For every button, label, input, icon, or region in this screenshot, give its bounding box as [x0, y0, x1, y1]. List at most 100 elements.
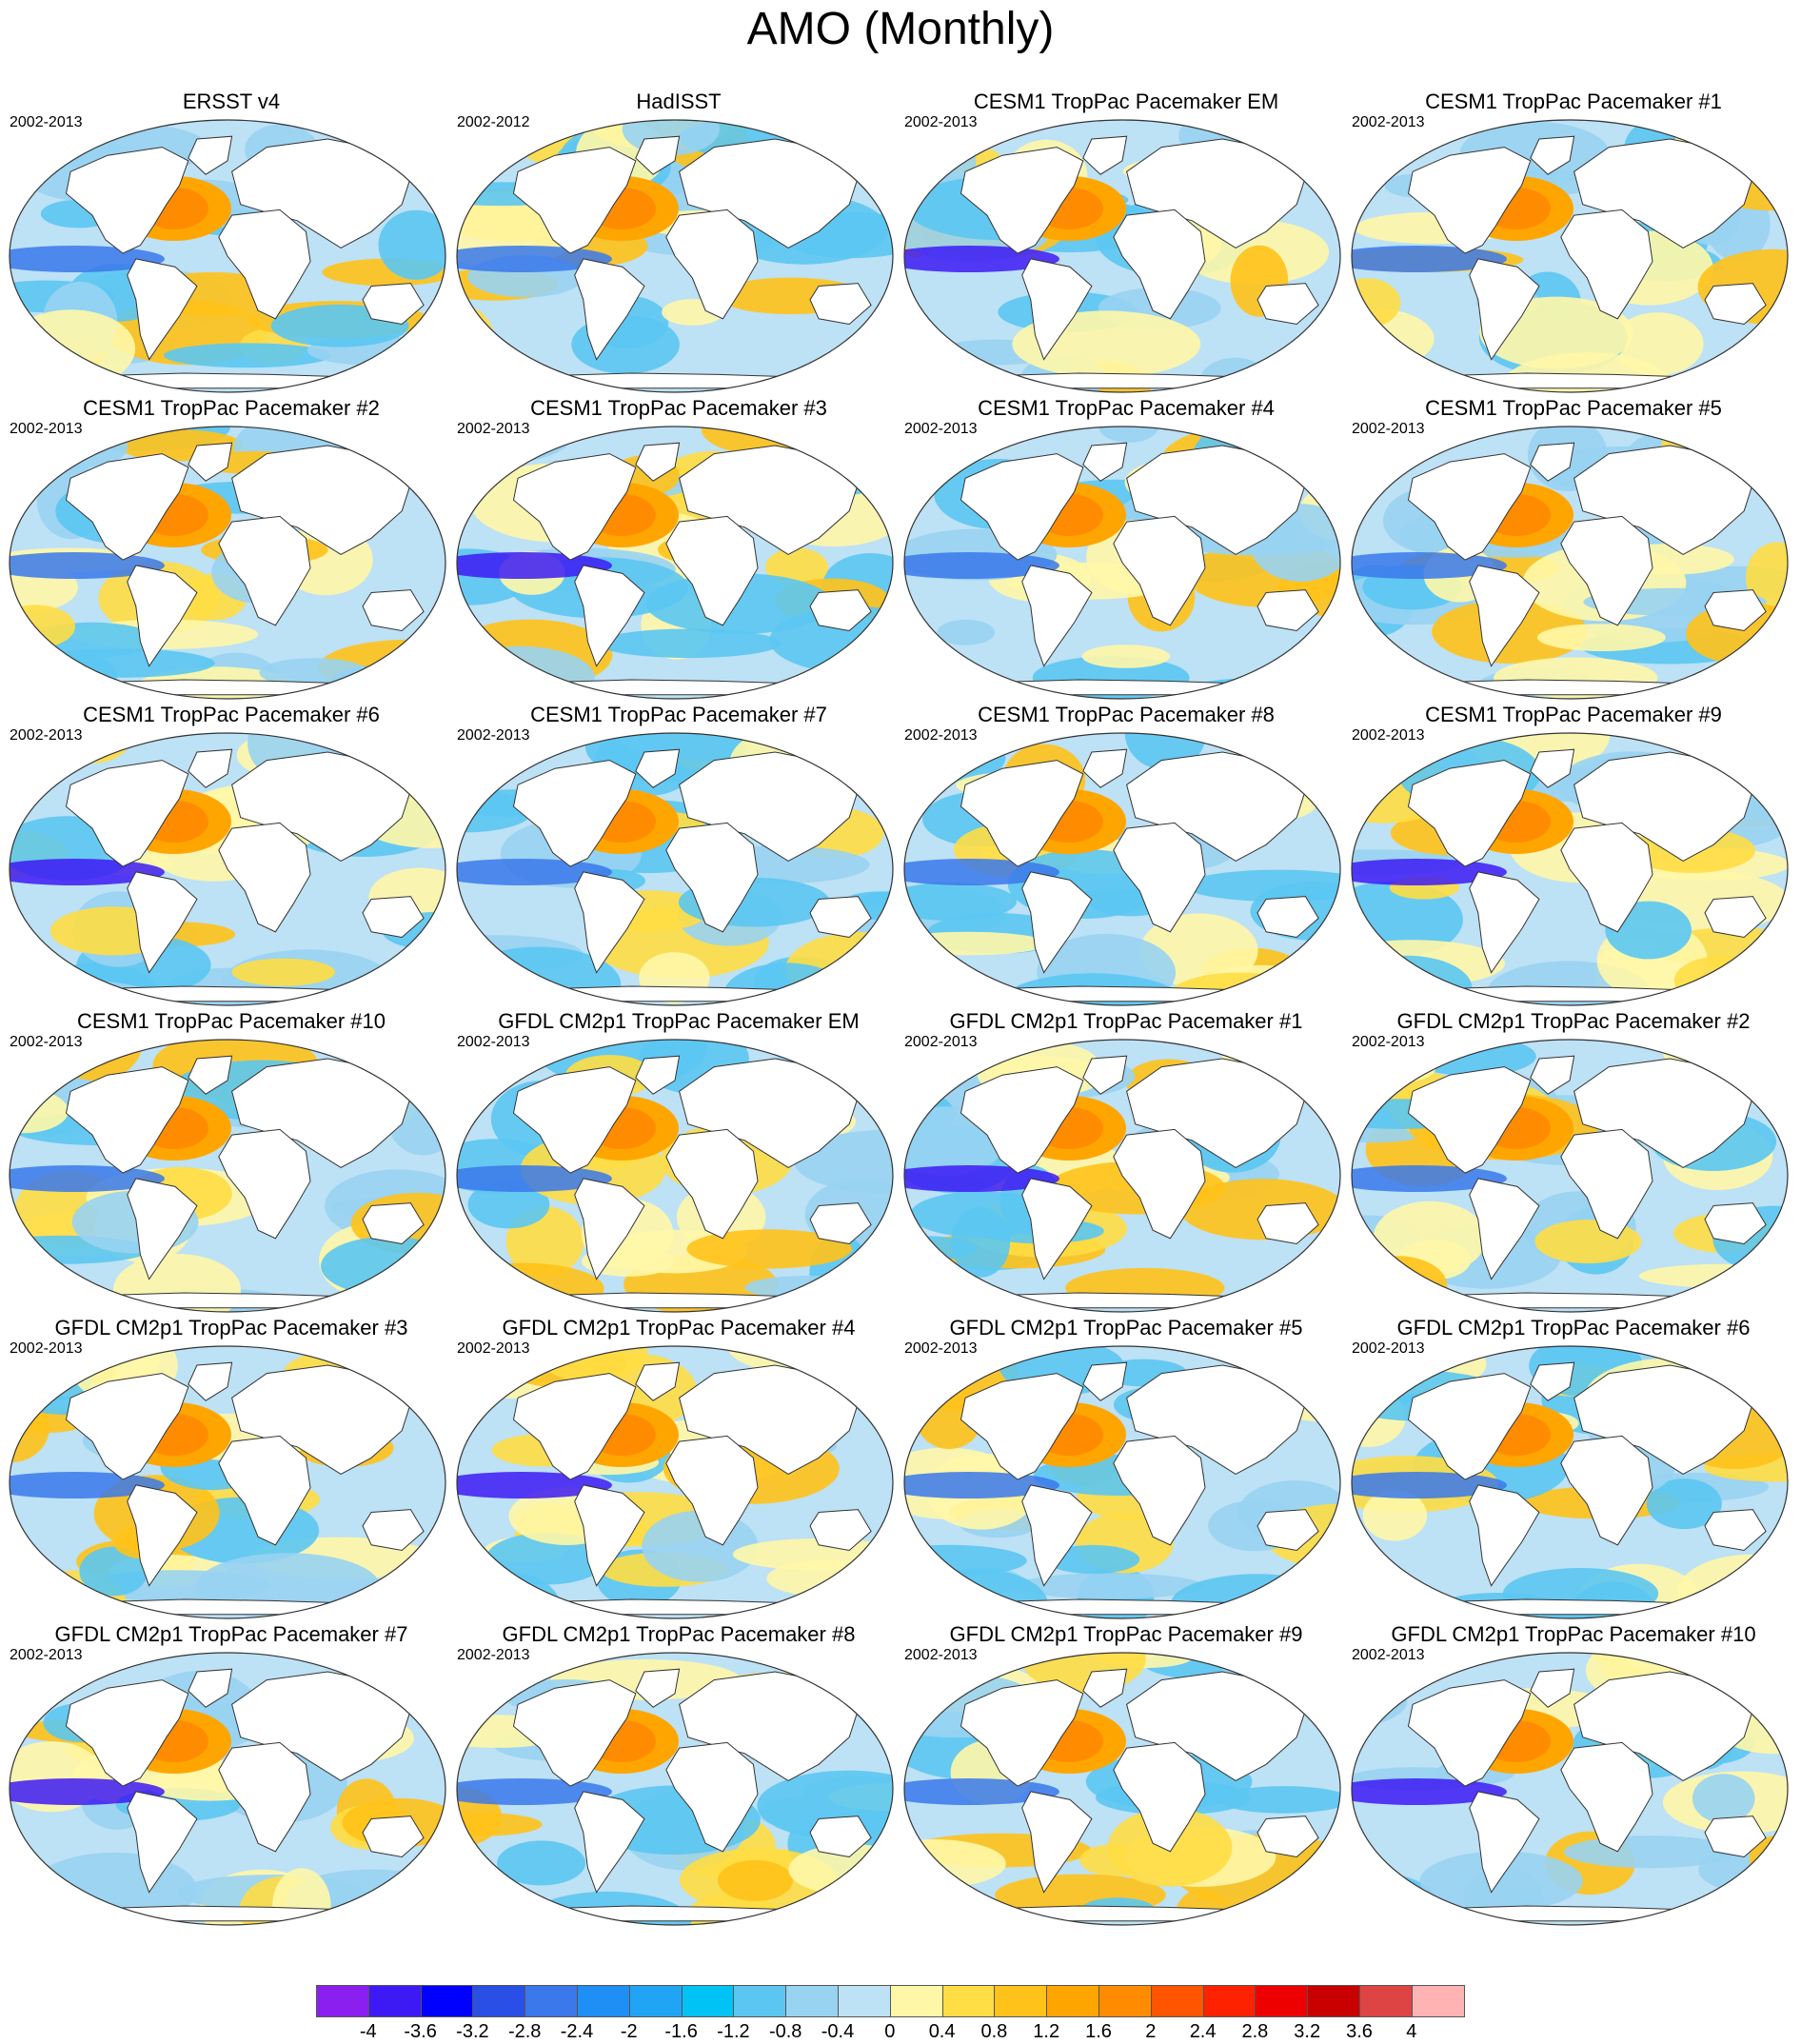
- continent-landmass: [218, 1741, 311, 1853]
- colorbar-box: [1046, 1985, 1099, 2017]
- pacific-anomaly: [10, 1165, 165, 1192]
- continent-landmass: [1407, 453, 1532, 561]
- continent-landmass: [1530, 1668, 1575, 1708]
- anomaly-patch: [1016, 1573, 1204, 1599]
- colorbar-box: [1150, 1985, 1204, 2017]
- continent-landmass: [188, 1361, 233, 1401]
- colorbar-tick-label: 2: [1145, 2021, 1157, 2042]
- colorbar-boxes: [316, 1985, 1465, 2017]
- panel-period: 2002-2013: [10, 114, 83, 130]
- continent-landmass: [127, 871, 198, 974]
- pacific-anomaly: [10, 1472, 165, 1498]
- anomaly-patch: [1045, 1544, 1140, 1575]
- map-panel: GFDL CM2p1 TropPac Pacemaker #2 2002-2013: [1350, 1009, 1797, 1321]
- continent-landmass: [1257, 1509, 1319, 1552]
- continent-landmass: [1560, 208, 1653, 320]
- anomaly-patch: [1352, 354, 1419, 392]
- continent-landmass: [127, 1484, 198, 1587]
- continent-landmass: [1021, 258, 1093, 361]
- map-panel: GFDL CM2p1 TropPac Pacemaker EM 2002-2013: [455, 1009, 902, 1321]
- continent-landmass: [960, 1679, 1084, 1787]
- map-border: [456, 1039, 894, 1313]
- continent-landmass: [65, 453, 189, 561]
- map-panel: CESM1 TropPac Pacemaker #7 2002-2013: [455, 703, 902, 1015]
- colorbar-box: [785, 1985, 839, 2017]
- continent-landmass: [1113, 208, 1206, 320]
- colorbar-box: [1202, 1985, 1257, 2017]
- colorbar-box: [420, 1985, 474, 2017]
- colorbar-tick-label: -0.4: [821, 2021, 855, 2042]
- pacific-anomaly: [904, 246, 1059, 272]
- map-border: [1351, 732, 1789, 1006]
- colorbar: -4 -3.6 -3.2 -2.8 -2.4 -2 -1.6 -1.2 -0.8 -0.4 0 0.4…: [316, 1985, 1485, 2042]
- map-border: [903, 1039, 1341, 1313]
- pacific-anomaly: [1352, 1778, 1507, 1805]
- colorbar-box: [681, 1985, 735, 2017]
- world-map: [456, 426, 894, 700]
- anomaly-patch: [1260, 665, 1330, 699]
- anomaly-patch: [1081, 645, 1171, 668]
- colorbar-tick-label: 0.4: [928, 2021, 956, 2042]
- anomaly-patch: [1692, 1774, 1755, 1823]
- anomaly-patch: [497, 1840, 586, 1886]
- panel-period: 2002-2013: [10, 421, 83, 437]
- continent-landmass: [574, 1791, 645, 1894]
- world-map: [1351, 732, 1789, 1006]
- world-map: [903, 732, 1341, 1006]
- continent-landmass: [1560, 1128, 1653, 1240]
- continent-landmass: [635, 1668, 681, 1708]
- continent-landmass: [127, 1178, 198, 1280]
- panel-title: CESM1 TropPac Pacemaker EM: [973, 89, 1279, 113]
- continent-landmass: [512, 1066, 637, 1174]
- map-border: [9, 1039, 446, 1313]
- world-map: [903, 426, 1341, 700]
- map-panel: GFDL CM2p1 TropPac Pacemaker #1 2002-2013: [902, 1009, 1350, 1321]
- anomaly-patch: [378, 209, 445, 280]
- panel-title: HadISST: [636, 89, 722, 113]
- anomaly-patch: [457, 1908, 569, 1925]
- colorbar-box: [524, 1985, 578, 2017]
- continent-landmass: [362, 1509, 425, 1552]
- anomaly-patch: [10, 1653, 92, 1690]
- colorbar-tick-label: 1.6: [1085, 2021, 1112, 2042]
- anomaly-patch: [937, 619, 996, 645]
- pacific-anomaly: [1352, 246, 1507, 272]
- pacific-anomaly: [904, 1778, 1059, 1805]
- continent-landmass: [218, 515, 311, 626]
- continent-landmass: [1021, 1484, 1093, 1587]
- anomaly-patch: [10, 1893, 55, 1923]
- colorbar-box: [1358, 1985, 1413, 2017]
- map-border: [903, 732, 1341, 1006]
- anomaly-patch: [718, 1859, 793, 1901]
- continent-landmass: [1530, 135, 1575, 175]
- colorbar-tick-label: 3.6: [1346, 2021, 1373, 2042]
- anomaly-patch: [762, 1600, 871, 1618]
- continent-landmass: [127, 565, 198, 667]
- panel-title: CESM1 TropPac Pacemaker #2: [83, 396, 380, 420]
- continent-landmass: [1113, 515, 1206, 626]
- continent-landmass: [960, 1373, 1084, 1480]
- continent-landmass: [574, 1178, 645, 1280]
- continent-landmass: [809, 589, 872, 632]
- map-grid: ERSST v4 2002-2013 HadISST 2002-2012 CESM1 T…: [8, 89, 1797, 1935]
- panel-period: 2002-2013: [457, 1340, 530, 1357]
- continent-landmass: [1113, 1741, 1206, 1853]
- map-border: [1351, 426, 1789, 700]
- anomaly-patch: [326, 1297, 445, 1312]
- continent-landmass: [809, 1202, 872, 1245]
- panel-period: 2002-2013: [457, 1647, 530, 1663]
- anomaly-patch: [1352, 1271, 1388, 1307]
- anomaly-patch: [1098, 427, 1159, 443]
- map-panel: CESM1 TropPac Pacemaker EM 2002-2013: [902, 89, 1350, 402]
- colorbar-box: [1307, 1985, 1360, 2017]
- continent-landmass: [960, 1066, 1084, 1174]
- continent-landmass: [635, 748, 681, 788]
- world-map: [903, 1345, 1341, 1619]
- anomaly-patch: [847, 1568, 893, 1606]
- continent-landmass: [127, 258, 198, 361]
- panel-title: GFDL CM2p1 TropPac Pacemaker #10: [1391, 1622, 1756, 1646]
- continent-landmass: [1257, 1816, 1319, 1858]
- map-border: [1351, 1652, 1789, 1926]
- anomaly-patch: [1673, 956, 1768, 1005]
- anomaly-patch: [794, 1129, 893, 1194]
